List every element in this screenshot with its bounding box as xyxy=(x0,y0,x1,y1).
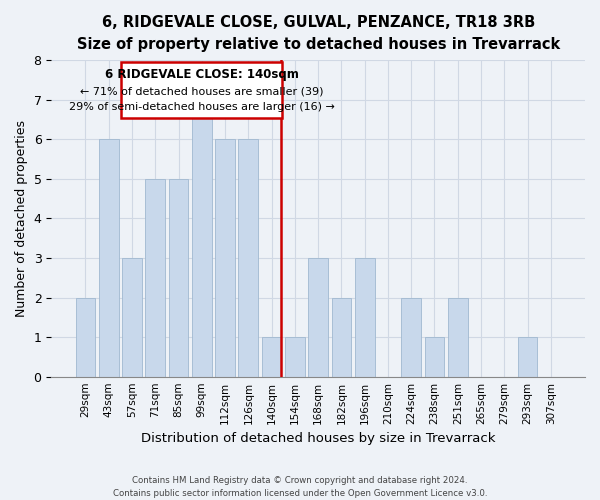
Bar xyxy=(285,337,305,376)
Bar xyxy=(518,337,538,376)
FancyBboxPatch shape xyxy=(121,62,282,118)
Bar xyxy=(308,258,328,376)
Bar xyxy=(215,140,235,376)
Text: 6 RIDGEVALE CLOSE: 140sqm: 6 RIDGEVALE CLOSE: 140sqm xyxy=(105,68,299,80)
Text: Contains HM Land Registry data © Crown copyright and database right 2024.
Contai: Contains HM Land Registry data © Crown c… xyxy=(113,476,487,498)
Bar xyxy=(448,298,467,376)
X-axis label: Distribution of detached houses by size in Trevarrack: Distribution of detached houses by size … xyxy=(141,432,496,445)
Bar xyxy=(425,337,445,376)
Bar xyxy=(192,100,212,376)
Bar xyxy=(99,140,119,376)
Text: 29% of semi-detached houses are larger (16) →: 29% of semi-detached houses are larger (… xyxy=(69,102,335,112)
Title: 6, RIDGEVALE CLOSE, GULVAL, PENZANCE, TR18 3RB
Size of property relative to deta: 6, RIDGEVALE CLOSE, GULVAL, PENZANCE, TR… xyxy=(77,15,560,52)
Bar xyxy=(238,140,258,376)
Bar xyxy=(145,179,165,376)
Bar xyxy=(401,298,421,376)
Bar xyxy=(122,258,142,376)
Text: ← 71% of detached houses are smaller (39): ← 71% of detached houses are smaller (39… xyxy=(80,86,323,96)
Bar xyxy=(169,179,188,376)
Bar xyxy=(76,298,95,376)
Bar xyxy=(332,298,352,376)
Bar xyxy=(262,337,281,376)
Bar xyxy=(355,258,374,376)
Y-axis label: Number of detached properties: Number of detached properties xyxy=(15,120,28,317)
